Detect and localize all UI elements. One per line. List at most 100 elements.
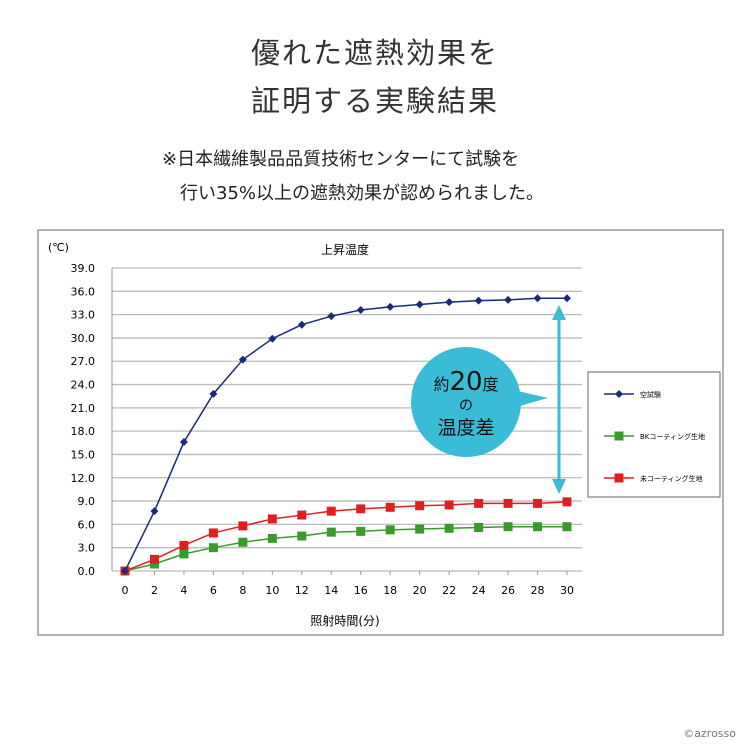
data-point: [445, 298, 454, 307]
data-point: [268, 334, 277, 343]
chart-title: 上昇温度: [321, 242, 369, 257]
data-point: [386, 302, 395, 311]
data-point: [533, 294, 542, 303]
x-tick-label: 12: [295, 584, 309, 597]
y-tick-label: 24.0: [71, 379, 96, 392]
series-line: [124, 501, 568, 572]
data-point: [179, 540, 189, 550]
x-tick-label: 24: [472, 584, 486, 597]
data-point: [179, 549, 189, 559]
data-point: [444, 500, 454, 510]
x-tick-label: 14: [324, 584, 338, 597]
data-point: [149, 559, 159, 569]
data-point: [533, 522, 543, 532]
heading-line-2: 証明する実験結果: [250, 84, 499, 118]
heading-line-1: 優れた遮熱効果を: [250, 36, 499, 70]
data-point: [504, 295, 513, 304]
data-point: [533, 498, 543, 508]
data-point: [385, 502, 395, 512]
data-point: [149, 554, 159, 564]
data-point: [267, 533, 277, 543]
y-tick-label: 36.0: [71, 285, 96, 298]
temperature-difference-arrow: [552, 305, 566, 494]
y-tick-label: 30.0: [71, 332, 96, 345]
x-tick-label: 10: [265, 584, 279, 597]
data-point: [614, 473, 624, 483]
data-point: [444, 523, 454, 533]
data-point: [562, 522, 572, 532]
data-point: [179, 438, 188, 447]
x-tick-label: 4: [180, 584, 187, 597]
x-tick-label: 30: [560, 584, 574, 597]
legend-label: 未コーティング生地: [640, 474, 703, 483]
data-point: [209, 389, 218, 398]
y-tick-label: 33.0: [71, 309, 96, 322]
data-point: [615, 390, 623, 398]
data-point: [297, 320, 306, 329]
y-tick-label: 39.0: [71, 262, 96, 275]
legend-label: 空試験: [640, 390, 661, 399]
x-tick-label: 0: [122, 584, 129, 597]
x-tick-label: 2: [151, 584, 158, 597]
data-point: [562, 497, 572, 507]
data-point: [208, 528, 218, 538]
series-line: [124, 297, 567, 572]
data-point: [474, 522, 484, 532]
y-tick-label: 6.0: [78, 518, 96, 531]
x-tick-label: 26: [501, 584, 515, 597]
legend-box: [587, 371, 721, 498]
data-point: [474, 296, 483, 305]
x-tick-label: 28: [531, 584, 545, 597]
data-point: [356, 504, 366, 514]
svg-text:の: の: [459, 398, 473, 414]
data-point: [415, 300, 424, 309]
data-point: [415, 524, 425, 534]
data-point: [614, 431, 624, 441]
data-point: [297, 510, 307, 520]
data-point: [503, 498, 513, 508]
x-tick-label: 6: [210, 584, 217, 597]
data-point: [238, 521, 248, 531]
data-point: [503, 522, 513, 532]
data-point: [326, 527, 336, 537]
svg-text:温度差: 温度差: [437, 417, 494, 439]
data-point: [238, 537, 248, 547]
x-axis-label: 照射時間(分): [310, 613, 379, 628]
data-point: [415, 501, 425, 511]
x-tick-label: 18: [383, 584, 397, 597]
y-tick-label: 0.0: [78, 565, 96, 578]
data-point: [267, 514, 277, 524]
data-point: [297, 531, 307, 541]
svg-text:約20度: 約20度: [433, 367, 498, 397]
y-tick-label: 18.0: [71, 425, 96, 438]
legend-label: BKコーティング生地: [640, 432, 705, 441]
y-tick-label: 21.0: [71, 402, 96, 415]
x-tick-label: 20: [413, 584, 427, 597]
data-point: [238, 355, 247, 364]
y-tick-label: 9.0: [78, 495, 96, 508]
data-point: [121, 567, 129, 575]
temperature-difference-callout: 約20度 の 温度差: [411, 347, 548, 457]
data-point: [385, 525, 395, 535]
data-point: [326, 506, 336, 516]
data-point: [208, 543, 218, 553]
x-tick-label: 22: [442, 584, 456, 597]
series-line: [124, 525, 567, 572]
data-point: [356, 526, 366, 536]
data-point: [474, 498, 484, 508]
y-tick-label: 27.0: [71, 355, 96, 368]
y-tick-label: 3.0: [78, 542, 96, 555]
x-tick-label: 16: [354, 584, 368, 597]
data-point: [327, 312, 336, 321]
copyright: ©azrosso: [683, 727, 736, 740]
y-tick-label: 15.0: [71, 448, 96, 461]
note-line-2: 行い35%以上の遮熱効果が認められました。: [180, 183, 545, 204]
data-point: [563, 294, 571, 303]
x-tick-label: 8: [239, 584, 246, 597]
y-tick-label: 12.0: [71, 472, 96, 485]
data-point: [356, 305, 365, 314]
y-unit-label: (℃): [48, 241, 69, 254]
data-point: [150, 507, 159, 516]
note-line-1: ※日本繊維製品品質技術センターにて試験を: [162, 149, 520, 170]
